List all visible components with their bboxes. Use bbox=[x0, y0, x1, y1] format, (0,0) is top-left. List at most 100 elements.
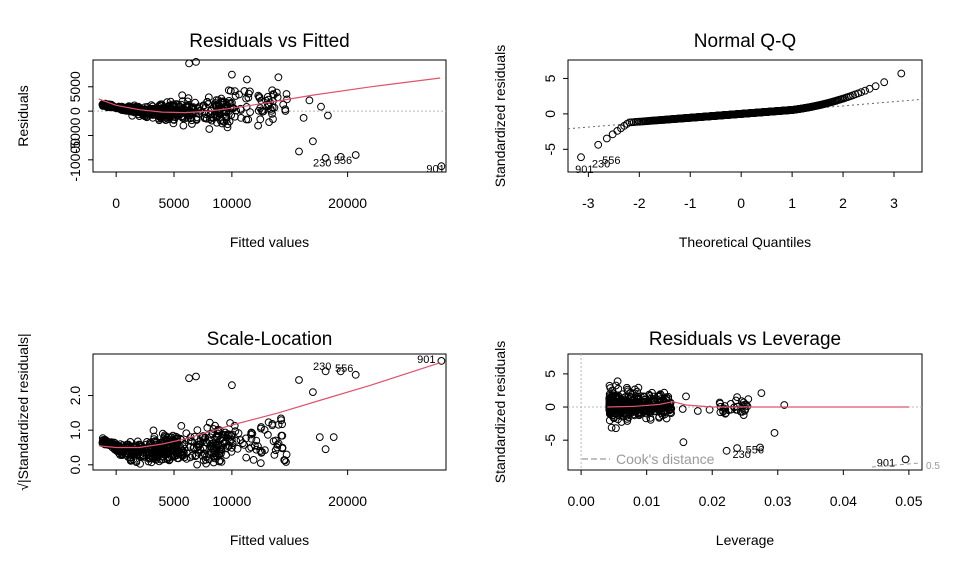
legend-label: Cook's distance bbox=[616, 451, 715, 467]
data-point bbox=[113, 442, 121, 451]
x-tick-label: -1 bbox=[684, 195, 697, 211]
y-axis-label: √|Standardized residuals| bbox=[15, 333, 31, 490]
data-point bbox=[214, 440, 223, 449]
data-point bbox=[244, 115, 253, 124]
data-point bbox=[231, 92, 240, 100]
data-point bbox=[739, 398, 748, 407]
data-point bbox=[256, 115, 265, 124]
data-point bbox=[224, 442, 233, 451]
data-point bbox=[666, 403, 675, 412]
data-point bbox=[612, 424, 620, 433]
data-point bbox=[336, 153, 345, 161]
data-point bbox=[183, 110, 192, 118]
data-point bbox=[155, 112, 164, 121]
data-point bbox=[605, 395, 614, 404]
data-point bbox=[228, 430, 237, 439]
data-point bbox=[272, 88, 281, 97]
data-point bbox=[653, 405, 662, 414]
data-point bbox=[114, 444, 123, 453]
data-point bbox=[254, 106, 263, 115]
y-tick-label: 0 bbox=[67, 107, 83, 115]
data-point bbox=[217, 98, 225, 106]
data-point bbox=[277, 431, 286, 440]
data-point bbox=[193, 426, 202, 435]
x-axis-label: Fitted values bbox=[230, 532, 309, 548]
data-point bbox=[282, 458, 290, 466]
x-axis-label: Theoretical Quantiles bbox=[679, 234, 811, 250]
data-point bbox=[616, 404, 625, 413]
data-point bbox=[255, 92, 264, 101]
data-point bbox=[258, 107, 267, 116]
data-point bbox=[158, 429, 167, 438]
data-point bbox=[228, 381, 236, 390]
y-axis-label: Standardized residuals bbox=[492, 341, 508, 483]
data-point bbox=[642, 414, 650, 423]
data-point bbox=[234, 429, 243, 438]
data-point bbox=[221, 428, 230, 437]
data-point bbox=[636, 400, 644, 409]
chart-title: Residuals vs Fitted bbox=[189, 31, 350, 52]
data-point bbox=[613, 405, 622, 414]
data-point bbox=[132, 456, 141, 465]
data-point bbox=[268, 110, 276, 118]
data-point bbox=[162, 110, 171, 118]
data-point bbox=[269, 437, 278, 446]
data-point bbox=[309, 137, 317, 146]
data-point bbox=[269, 90, 277, 99]
y-axis-label: Standardized residuals bbox=[492, 45, 508, 187]
y-tick-label: -10000 bbox=[67, 138, 83, 182]
data-point bbox=[273, 443, 282, 452]
data-point bbox=[329, 433, 338, 442]
plot-frame bbox=[567, 59, 923, 173]
data-point bbox=[262, 96, 270, 105]
data-point bbox=[268, 421, 277, 430]
point-label: 901 bbox=[417, 354, 435, 366]
data-point bbox=[200, 114, 209, 123]
data-point bbox=[678, 405, 687, 413]
data-point bbox=[880, 78, 889, 87]
data-point bbox=[188, 451, 197, 460]
x-tick-label: 1 bbox=[788, 195, 796, 211]
data-point bbox=[182, 429, 191, 438]
data-point bbox=[317, 102, 325, 111]
data-point bbox=[173, 109, 182, 118]
data-point bbox=[159, 450, 168, 459]
y-tick-label: 1.0 bbox=[67, 420, 83, 440]
data-point bbox=[231, 112, 239, 121]
x-tick-label: 0.05 bbox=[895, 493, 922, 509]
data-point bbox=[242, 453, 251, 462]
data-point bbox=[614, 415, 622, 424]
data-point bbox=[213, 118, 221, 127]
data-point bbox=[196, 106, 204, 115]
y-tick-label: 2.0 bbox=[67, 386, 83, 406]
x-tick-label: 20000 bbox=[328, 493, 367, 509]
data-point bbox=[693, 407, 702, 415]
data-point bbox=[144, 110, 153, 119]
data-point bbox=[100, 437, 109, 446]
x-axis-label: Leverage bbox=[716, 532, 775, 548]
data-point bbox=[722, 446, 731, 455]
data-point bbox=[679, 438, 688, 447]
data-point bbox=[282, 90, 291, 98]
data-point bbox=[630, 400, 639, 409]
data-point bbox=[608, 130, 617, 139]
data-point bbox=[738, 408, 746, 416]
data-point bbox=[577, 153, 585, 162]
data-point bbox=[207, 116, 216, 125]
data-point bbox=[179, 121, 188, 130]
data-point bbox=[157, 101, 166, 110]
y-tick-label: 5 bbox=[542, 74, 558, 82]
data-point bbox=[857, 88, 866, 96]
point-label: 901 bbox=[575, 164, 593, 176]
data-point bbox=[177, 422, 186, 430]
x-tick-label: 0.00 bbox=[567, 493, 594, 509]
data-point bbox=[264, 430, 272, 439]
x-tick-label: 2 bbox=[839, 195, 847, 211]
y-tick-label: 0 bbox=[542, 403, 558, 411]
data-point bbox=[640, 395, 649, 404]
data-point bbox=[183, 97, 192, 106]
data-point bbox=[258, 448, 266, 456]
data-point bbox=[192, 372, 200, 381]
data-point bbox=[135, 107, 143, 116]
data-point bbox=[644, 400, 653, 409]
